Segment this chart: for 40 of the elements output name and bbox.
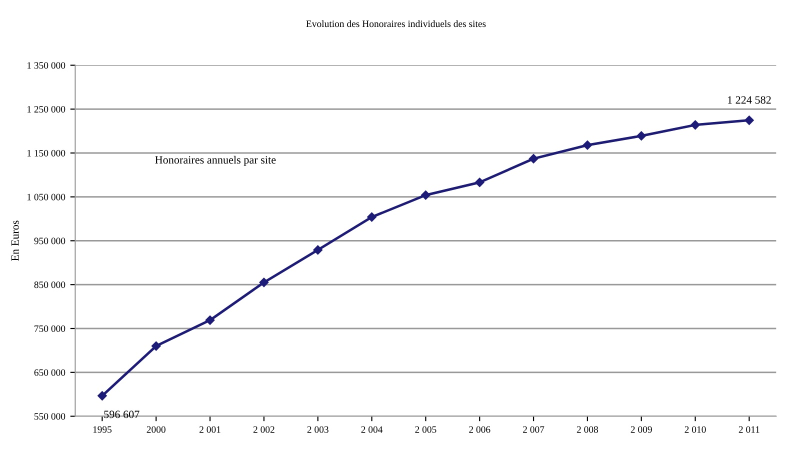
point <box>636 131 646 141</box>
y-tick-label: 1 150 000 <box>27 150 66 156</box>
y-tick-label: 550 000 <box>34 413 66 420</box>
x-tick-label: 2 001 <box>200 426 220 433</box>
point <box>259 278 269 288</box>
x-tick-label: 2 008 <box>576 426 598 433</box>
y-tick-label: 850 000 <box>34 282 66 288</box>
point <box>421 190 430 200</box>
y-axis-title: En Euros <box>11 220 19 261</box>
point <box>205 316 215 325</box>
data-label: 596 607 <box>104 410 140 418</box>
x-tick-label: 2 006 <box>469 426 490 433</box>
x-tick-label: 2 007 <box>523 426 544 433</box>
chart-title: Evolution des Honoraires individuels des sites <box>306 20 486 28</box>
point <box>690 120 700 130</box>
data-label: 1 224 582 <box>728 96 771 104</box>
y-tick-label: 750 000 <box>34 325 66 332</box>
point <box>98 391 107 400</box>
y-tick-label: 1 250 000 <box>27 106 66 113</box>
point <box>367 212 376 222</box>
x-tick-label: 2 011 <box>738 426 760 433</box>
x-tick-label: 2 004 <box>361 426 383 433</box>
x-tick-label: 2 005 <box>415 426 436 433</box>
y-tick-label: 1 350 000 <box>27 62 66 69</box>
y-tick-label: 650 000 <box>34 369 66 376</box>
x-tick-label: 2 010 <box>684 426 706 433</box>
point <box>151 341 161 351</box>
point <box>313 245 322 255</box>
x-tick-label: 2 003 <box>307 426 328 433</box>
x-tick-label: 2 009 <box>630 426 652 433</box>
point <box>474 178 484 188</box>
x-tick-label: 1995 <box>93 426 112 433</box>
y-tick-label: 950 000 <box>34 238 66 244</box>
point <box>744 116 754 125</box>
annotation: Honoraires annuels par site <box>155 156 276 166</box>
point <box>528 154 538 164</box>
x-tick-label: 2000 <box>146 426 166 433</box>
point <box>582 140 592 150</box>
y-tick-label: 1 050 000 <box>27 194 66 200</box>
x-tick-label: 2 002 <box>253 426 274 433</box>
